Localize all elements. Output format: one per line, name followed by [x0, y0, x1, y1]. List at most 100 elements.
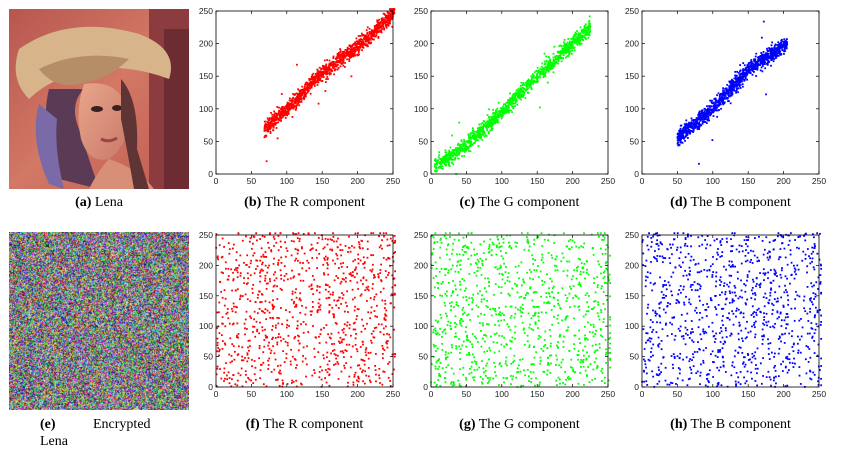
scatter-point: [498, 111, 501, 114]
scatter-point: [473, 253, 476, 256]
scatter-point: [445, 151, 448, 154]
scatter-point: [536, 78, 538, 81]
scatter-point: [726, 92, 729, 95]
scatter-point: [259, 259, 262, 262]
scatter-point: [533, 80, 536, 82]
scatter-point: [690, 117, 693, 120]
scatter-point: [278, 110, 280, 113]
scatter-point: [468, 146, 471, 149]
scatter-point: [382, 347, 384, 350]
scatter-point: [516, 94, 519, 97]
scatter-point: [713, 107, 715, 109]
scatter-point: [295, 100, 298, 102]
scatter-point: [216, 367, 219, 370]
scatter-point: [380, 19, 383, 22]
scatter-point: [315, 249, 318, 251]
scatter-point: [581, 34, 584, 37]
scatter-point: [677, 144, 680, 147]
scatter-point: [311, 310, 313, 313]
scatter-point: [337, 299, 340, 302]
scatter-point: [268, 246, 270, 249]
scatter-point: [704, 107, 706, 110]
scatter-point: [318, 75, 320, 78]
scatter-point: [479, 128, 482, 131]
scatter-point: [232, 302, 235, 305]
scatter-point: [351, 52, 354, 54]
scatter-point: [288, 108, 291, 111]
scatter-point: [713, 109, 716, 112]
scatter-point: [481, 122, 484, 124]
scatter-point: [521, 84, 524, 87]
scatter-point: [562, 53, 565, 56]
scatter-point: [293, 106, 295, 108]
scatter-point: [441, 167, 444, 170]
scatter-point: [513, 105, 516, 107]
scatter-point: [338, 340, 340, 343]
scatter-point: [549, 65, 552, 67]
scatter-point: [276, 285, 278, 288]
scatter-point: [755, 63, 758, 66]
scatter-point: [776, 52, 779, 55]
scatter-point: [707, 108, 710, 111]
scatter-point: [361, 340, 364, 343]
y-tick-label: 150: [414, 71, 428, 81]
scatter-point: [690, 126, 693, 129]
scatter-point: [697, 125, 699, 128]
scatter-point: [436, 169, 439, 172]
scatter-point: [282, 114, 285, 117]
scatter-point: [294, 248, 297, 250]
scatter-point: [394, 239, 397, 242]
scatter-point: [763, 63, 766, 66]
scatter-point: [323, 59, 326, 62]
scatter-point: [532, 76, 535, 79]
scatter-point: [216, 327, 218, 329]
scatter-point: [476, 130, 479, 132]
scatter-point: [324, 255, 327, 258]
scatter-point: [329, 64, 332, 67]
scatter-point: [343, 356, 345, 359]
scatter-point: [386, 340, 389, 342]
scatter-point: [754, 59, 756, 62]
scatter-point: [360, 44, 363, 47]
scatter-point: [311, 73, 314, 76]
scatter-point: [479, 132, 482, 135]
scatter-point: [257, 293, 260, 296]
scatter-point: [730, 80, 733, 83]
scatter-point: [231, 289, 233, 292]
scatter-point: [529, 81, 532, 84]
scatter-point: [737, 91, 739, 94]
scatter-point: [501, 111, 503, 114]
scatter-point: [221, 316, 224, 319]
x-tick-label: 100: [280, 176, 294, 186]
scatter-point: [318, 376, 321, 379]
scatter-point: [750, 68, 753, 71]
caption-e-tag: (e): [40, 417, 56, 432]
scatter-point: [264, 251, 267, 253]
lena-picture: [9, 9, 189, 189]
scatter-point: [237, 336, 240, 339]
scatter-point: [368, 379, 371, 382]
scatter-point: [349, 273, 352, 276]
scatter-point: [283, 361, 286, 363]
scatter-point: [485, 126, 487, 129]
scatter-point: [514, 265, 517, 268]
scatter-point: [362, 43, 365, 46]
scatter-point: [271, 325, 274, 327]
scatter-point: [362, 380, 364, 383]
scatter-point: [768, 49, 771, 51]
scatter-point: [359, 247, 361, 250]
scatter-point: [353, 375, 356, 378]
scatter-point: [505, 107, 508, 110]
scatter-point: [561, 52, 564, 55]
scatter-point: [316, 242, 319, 244]
scatter-point: [342, 331, 345, 334]
scatter-point: [537, 235, 540, 238]
scatter-point: [246, 353, 249, 356]
scatter-point: [276, 117, 279, 120]
scatter-point: [583, 29, 586, 32]
scatter-point: [716, 101, 719, 103]
scatter-point: [277, 336, 280, 339]
scatter-point: [243, 261, 245, 264]
scatter-point: [759, 62, 762, 65]
scatter-point: [444, 312, 447, 315]
